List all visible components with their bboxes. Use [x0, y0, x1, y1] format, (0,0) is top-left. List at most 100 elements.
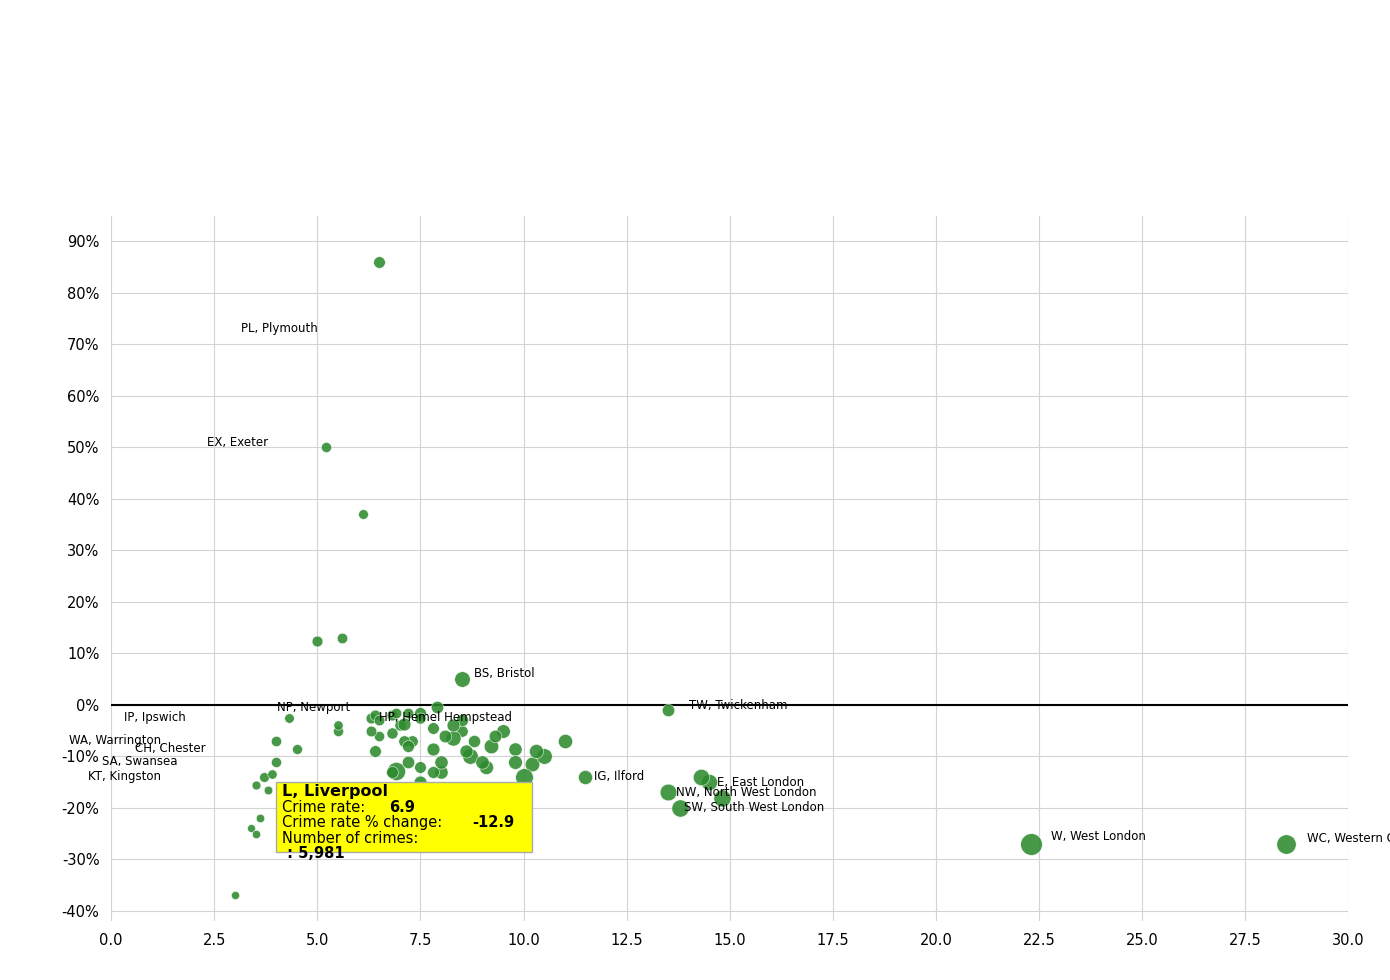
Point: [368, 254, 391, 270]
Point: [513, 769, 535, 785]
Point: [360, 723, 382, 739]
Point: [368, 728, 391, 744]
Text: EX, Exeter: EX, Exeter: [207, 436, 268, 449]
Text: W, West London: W, West London: [1051, 830, 1147, 843]
Point: [430, 754, 452, 769]
Point: [224, 888, 246, 904]
Point: [442, 717, 464, 733]
Point: [471, 754, 493, 769]
Point: [364, 744, 386, 760]
Text: : 5,981: : 5,981: [282, 846, 345, 861]
Point: [475, 759, 498, 774]
Point: [532, 749, 555, 764]
Point: [398, 754, 420, 769]
Point: [261, 766, 284, 782]
Point: [525, 744, 548, 760]
Text: WC, Western Central Lo: WC, Western Central Lo: [1307, 832, 1390, 846]
Text: NW, North West London: NW, North West London: [676, 786, 817, 799]
Point: [385, 763, 407, 779]
Text: IG, Ilford: IG, Ilford: [594, 770, 644, 783]
Point: [249, 810, 271, 826]
Point: [698, 774, 720, 790]
Text: BS, Bristol: BS, Bristol: [474, 667, 535, 680]
Point: [1276, 836, 1298, 852]
Point: [450, 671, 473, 687]
Point: [368, 712, 391, 728]
Point: [450, 712, 473, 728]
Point: [402, 733, 424, 749]
Point: [381, 708, 403, 723]
Point: [364, 708, 386, 723]
Text: Crime rate % change:: Crime rate % change:: [282, 815, 448, 830]
Text: CH, Chester: CH, Chester: [135, 742, 206, 756]
Point: [430, 764, 452, 780]
Text: SW, South West London: SW, South West London: [684, 802, 824, 814]
Point: [409, 759, 431, 774]
Point: [409, 774, 431, 790]
Point: [398, 705, 420, 720]
Point: [463, 733, 485, 749]
Point: [421, 741, 443, 757]
FancyBboxPatch shape: [277, 782, 532, 852]
Point: [689, 769, 712, 785]
Point: [381, 725, 403, 741]
Point: [656, 785, 678, 801]
Point: [257, 782, 279, 798]
Point: [1020, 836, 1042, 852]
Point: [455, 744, 477, 760]
Point: [521, 757, 543, 772]
Point: [352, 507, 374, 522]
Point: [393, 733, 416, 749]
Point: [393, 716, 416, 732]
Point: [484, 728, 506, 744]
Point: [669, 800, 691, 815]
Text: TW, Twickenham: TW, Twickenham: [688, 700, 787, 712]
Point: [421, 764, 443, 780]
Point: [265, 733, 288, 749]
Text: -12.9: -12.9: [473, 815, 514, 830]
Point: [656, 703, 678, 718]
Point: [430, 800, 452, 815]
Point: [389, 717, 411, 733]
Text: Number of crimes:: Number of crimes:: [282, 831, 418, 846]
Point: [574, 769, 596, 785]
Text: NP, Newport: NP, Newport: [277, 701, 350, 714]
Text: E, East London: E, East London: [717, 775, 805, 789]
Point: [240, 820, 263, 836]
Point: [434, 728, 456, 744]
Point: [306, 633, 328, 649]
Point: [286, 741, 309, 757]
Point: [360, 710, 382, 725]
Point: [331, 630, 353, 646]
Point: [425, 700, 448, 715]
Point: [314, 439, 336, 455]
Point: [710, 790, 733, 806]
Point: [450, 723, 473, 739]
Point: [409, 705, 431, 720]
Text: WA, Warrington: WA, Warrington: [68, 734, 161, 748]
Point: [505, 741, 527, 757]
Point: [438, 798, 460, 813]
Text: PL, Plymouth: PL, Plymouth: [240, 322, 317, 335]
Point: [327, 717, 349, 733]
Point: [553, 733, 575, 749]
Point: [421, 720, 443, 736]
Text: 6.9: 6.9: [389, 800, 416, 814]
Point: [459, 749, 481, 764]
Point: [480, 738, 502, 754]
Point: [381, 764, 403, 780]
Text: L, Liverpool: L, Liverpool: [282, 784, 388, 800]
Point: [245, 777, 267, 793]
Point: [278, 710, 300, 725]
Text: HP, Hemel Hempstead: HP, Hemel Hempstead: [379, 711, 513, 724]
Point: [492, 723, 514, 739]
Text: Crime rate:: Crime rate:: [282, 800, 370, 814]
Point: [265, 754, 288, 769]
Point: [385, 705, 407, 720]
Point: [409, 710, 431, 725]
Point: [442, 730, 464, 746]
Text: IP, Ipswich: IP, Ipswich: [124, 711, 185, 724]
Point: [253, 769, 275, 785]
Point: [398, 738, 420, 754]
Point: [327, 723, 349, 739]
